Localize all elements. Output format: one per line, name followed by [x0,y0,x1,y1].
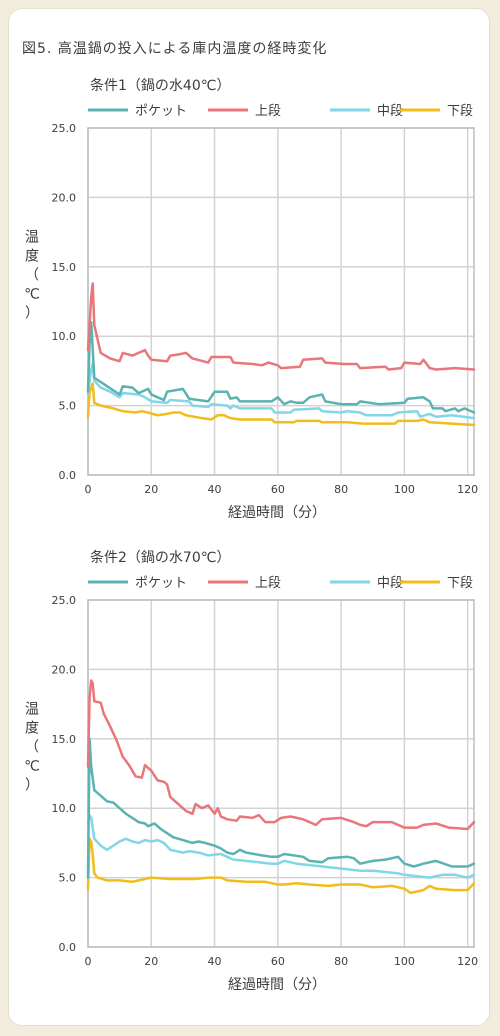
chart-condition-2: 条件2（鍋の水70℃） ポケット 上段 中段 下段 25.0 20.0 15.0 10.0 5.0… [24,549,478,993]
x-tick-label: 100 [394,955,415,968]
figure-title: 図5. 高温鍋の投入による庫内温度の経時変化 [22,41,328,57]
legend-label-4: 下段 [447,576,473,591]
x-tick-label: 80 [334,955,348,968]
legend-label-1: ポケット [135,104,187,119]
y-tick-label: 10.0 [52,330,77,343]
y-tick-label: 25.0 [52,594,77,607]
series-line-3 [86,813,476,879]
legend-label-2: 上段 [255,104,281,119]
x-tick-label: 0 [85,483,92,496]
y-tick-label: 15.0 [52,261,77,274]
x-tick-label: 60 [271,955,285,968]
legend-label-4: 下段 [447,104,473,119]
series-line-2 [86,282,476,371]
x-axis-label: 経過時間（分） [228,505,326,521]
series-line-2 [86,679,476,831]
chart-title: 条件1（鍋の水40℃） [90,77,230,94]
series-line-4 [86,382,476,427]
series-line-1 [86,321,476,414]
y-tick-label: 25.0 [52,122,77,135]
y-tick-label: 15.0 [52,733,77,746]
x-tick-label: 40 [208,483,222,496]
x-tick-label: 40 [208,955,222,968]
x-tick-label: 60 [271,483,285,496]
y-tick-label: 0.0 [59,941,77,954]
y-tick-label: 5.0 [59,872,77,885]
legend-label-2: 上段 [255,576,281,591]
x-tick-label: 0 [85,955,92,968]
series-line-4 [86,837,476,895]
chart-condition-1: 条件1（鍋の水40℃） ポケット 上段 中段 下段 25.0 20.0 15.0 10.0 5.0… [24,77,478,521]
x-axis-label: 経過時間（分） [228,977,326,993]
series-line-3 [86,362,476,420]
y-tick-label: 20.0 [52,191,77,204]
x-tick-label: 80 [334,483,348,496]
plot-border [87,127,475,476]
x-tick-label: 120 [457,955,478,968]
legend-label-3: 中段 [377,104,403,119]
legend-label-1: ポケット [135,576,187,591]
x-tick-label: 20 [144,955,158,968]
x-tick-label: 20 [144,483,158,496]
x-tick-label: 100 [394,483,415,496]
chart-title: 条件2（鍋の水70℃） [90,549,230,566]
y-axis-label: 温度（℃） [24,230,40,322]
y-axis-label: 温度（℃） [24,702,40,794]
y-tick-label: 20.0 [52,663,77,676]
plot-border [87,599,475,948]
legend-label-3: 中段 [377,576,403,591]
y-tick-label: 0.0 [59,469,77,482]
x-tick-label: 120 [457,483,478,496]
y-tick-label: 10.0 [52,802,77,815]
series-line-1 [86,737,476,879]
y-tick-label: 5.0 [59,400,77,413]
